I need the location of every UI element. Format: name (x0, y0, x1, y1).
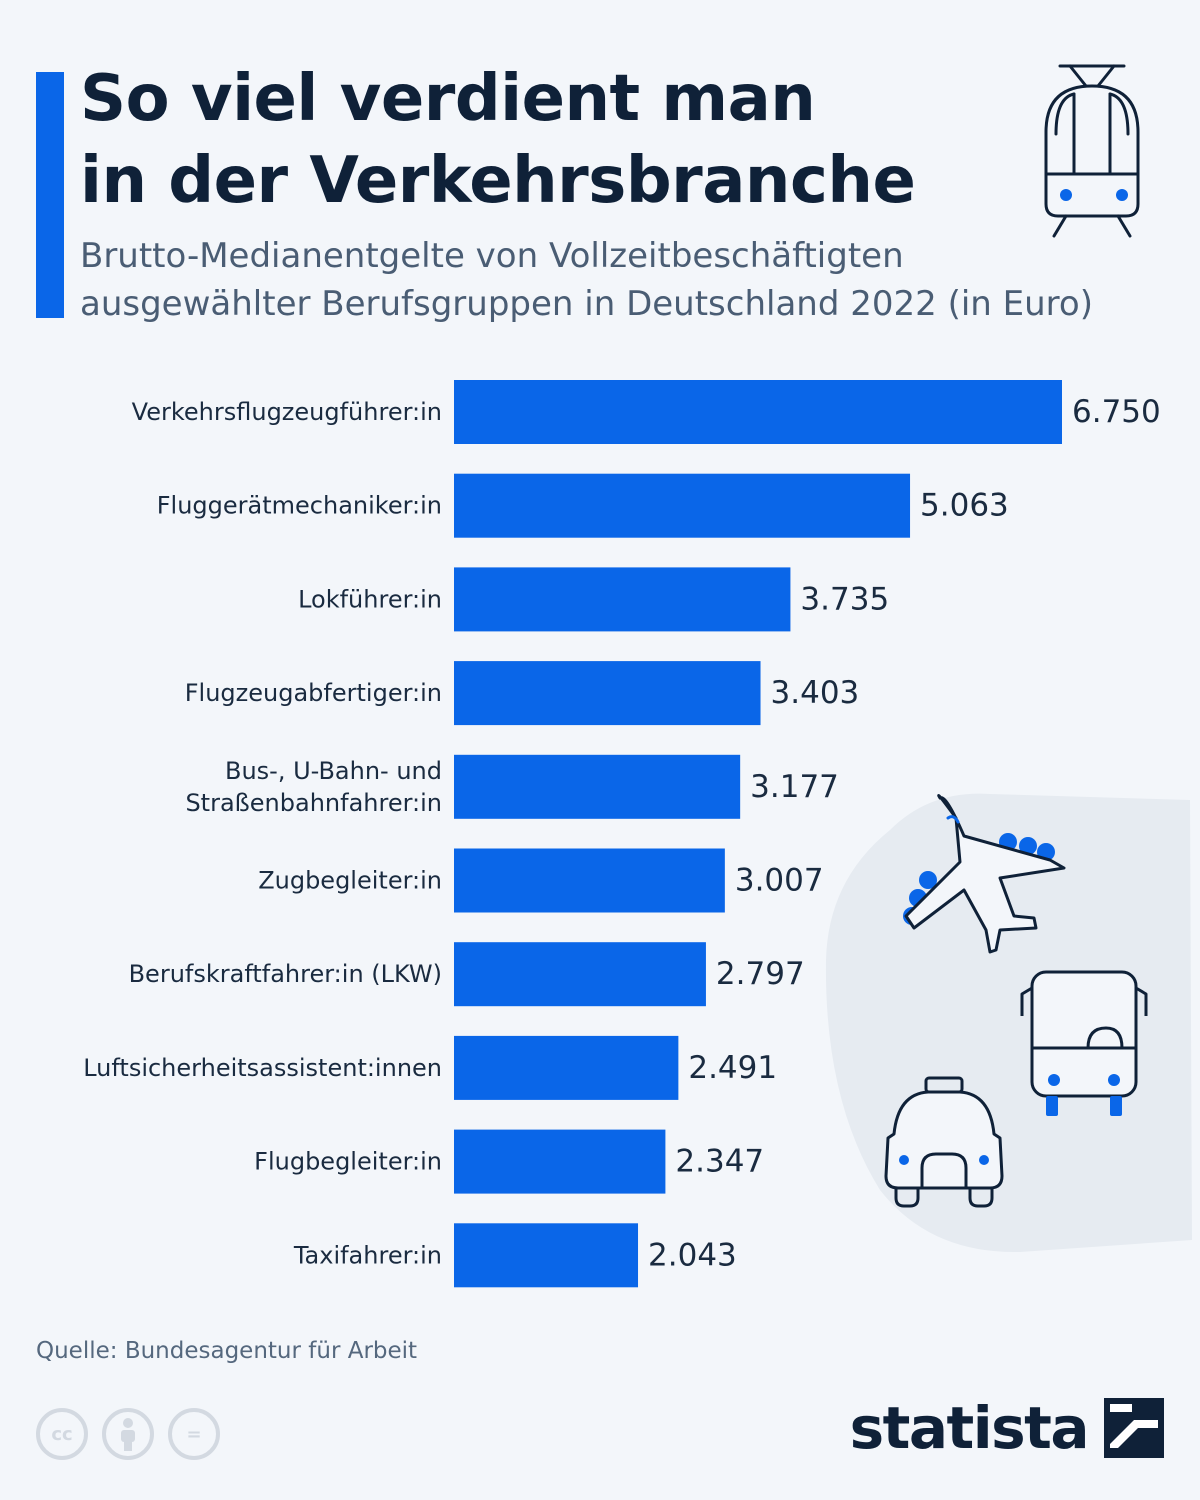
bar (454, 754, 741, 819)
bar (454, 1129, 666, 1194)
tram-icon (1044, 64, 1140, 238)
category-label: Luftsicherheitsassistent:innen (83, 1054, 442, 1082)
category-label: Verkehrsflugzeugführer:in (132, 398, 442, 426)
airplane-icon (903, 794, 1066, 954)
bar (454, 567, 791, 632)
data-label: 2.043 (648, 1237, 737, 1273)
bar (454, 848, 725, 913)
bar (454, 1223, 639, 1288)
title-line-1: So viel verdient man (80, 62, 816, 136)
chart-subtitle: Brutto-Medianentgelte von Vollzeitbeschä… (80, 232, 1180, 328)
statista-logo: statista (850, 1398, 1164, 1458)
data-label: 6.750 (1072, 394, 1161, 430)
bar (454, 942, 706, 1007)
license-icons: cc = (36, 1408, 220, 1460)
attribution-icon (102, 1408, 154, 1460)
bar (454, 661, 761, 726)
data-label: 2.347 (675, 1144, 764, 1180)
title-line-2: in der Verkehrsbranche (80, 144, 916, 218)
data-label: 3.403 (771, 675, 860, 711)
data-label: 3.177 (750, 769, 839, 805)
category-label: Straßenbahnfahrer:in (185, 789, 442, 817)
category-label: Flugzeugabfertiger:in (185, 679, 442, 707)
statista-logo-mark (1104, 1398, 1164, 1458)
category-label: Berufskraftfahrer:in (LKW) (129, 960, 442, 988)
bar-chart: 6.750 Verkehrsflugzeugführer:in 5.063 Flugg… (83, 380, 1161, 1288)
bus-icon (1020, 970, 1148, 1116)
category-label: Flugbegleiter:in (254, 1148, 442, 1176)
data-label: 5.063 (920, 488, 1009, 524)
no-derivatives-icon: = (168, 1408, 220, 1460)
category-label: Zugbegleiter:in (258, 867, 442, 895)
data-label: 2.797 (716, 956, 805, 992)
bar (454, 1035, 679, 1100)
taxi-icon (884, 1076, 1004, 1208)
category-label: Lokführer:in (298, 585, 442, 613)
data-label: 3.735 (800, 581, 889, 617)
cc-icon: cc (36, 1408, 88, 1460)
bar (454, 473, 911, 538)
subtitle-line-2: ausgewählter Berufsgruppen in Deutschlan… (80, 284, 1093, 324)
source-note: Quelle: Bundesagentur für Arbeit (36, 1338, 418, 1364)
title-accent-bar (36, 72, 64, 318)
category-label: Taxifahrer:in (293, 1241, 442, 1269)
subtitle-line-1: Brutto-Medianentgelte von Vollzeitbeschä… (80, 236, 904, 276)
data-label: 3.007 (735, 863, 824, 899)
data-label: 2.491 (688, 1050, 777, 1086)
category-label: Fluggerätmechaniker:in (157, 492, 442, 520)
bar (454, 380, 1062, 444)
category-label: Bus-, U-Bahn- und (225, 757, 442, 785)
chart-title: So viel verdient man in der Verkehrsbran… (80, 58, 980, 222)
brand-wordmark: statista (849, 1394, 1090, 1462)
